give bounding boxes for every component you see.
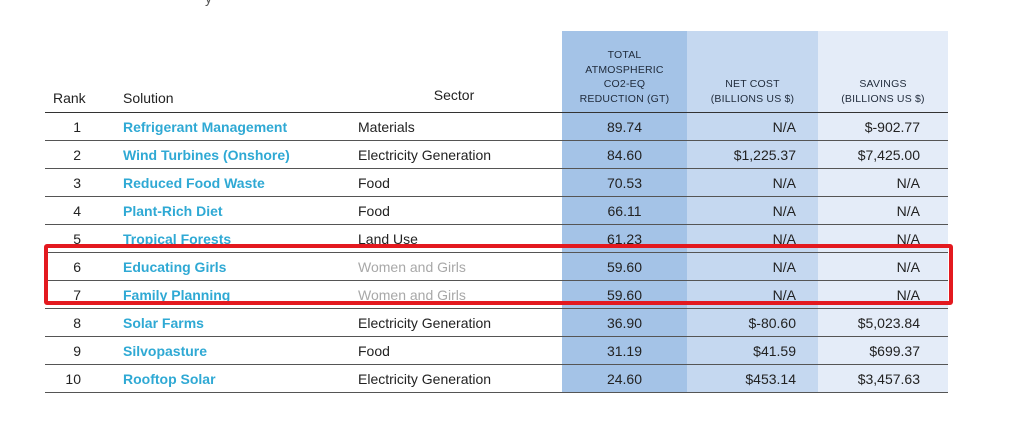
table-header-row: Rank Solution Sector TOTAL ATMOSPHERIC C… — [45, 31, 948, 113]
table-row: 9 Silvopasture Food 31.19 $41.59 $699.37 — [45, 336, 948, 365]
header-savings-line: SAVINGS — [859, 78, 907, 90]
rank-cell: 9 — [45, 336, 93, 365]
solutions-table-container: Rank Solution Sector TOTAL ATMOSPHERIC C… — [45, 31, 948, 393]
sector-cell: Food — [346, 168, 562, 197]
net-cost-cell: N/A — [687, 112, 818, 141]
savings-cell: $5,023.84 — [818, 308, 948, 337]
savings-cell: N/A — [818, 252, 948, 281]
table-row: 10 Rooftop Solar Electricity Generation … — [45, 364, 948, 393]
total-reduction-cell: 89.74 — [562, 112, 687, 141]
net-cost-cell: $453.14 — [687, 364, 818, 393]
header-total-line: REDUCTION (GT) — [579, 92, 670, 105]
net-cost-cell: N/A — [687, 224, 818, 253]
savings-cell: $3,457.63 — [818, 364, 948, 393]
net-cost-cell: $41.59 — [687, 336, 818, 365]
sector-cell: Electricity Generation — [346, 364, 562, 393]
header-total-reduction: TOTAL ATMOSPHERIC CO2-EQ REDUCTION (GT) — [562, 31, 687, 113]
total-reduction-cell: 70.53 — [562, 168, 687, 197]
total-reduction-cell: 36.90 — [562, 308, 687, 337]
savings-cell: N/A — [818, 168, 948, 197]
net-cost-cell: $1,225.37 — [687, 140, 818, 169]
solution-link[interactable]: Educating Girls — [93, 252, 346, 281]
solution-link[interactable]: Reduced Food Waste — [93, 168, 346, 197]
table-row: 2 Wind Turbines (Onshore) Electricity Ge… — [45, 140, 948, 169]
solution-link[interactable]: Wind Turbines (Onshore) — [93, 140, 346, 169]
total-reduction-cell: 59.60 — [562, 252, 687, 281]
savings-cell: $7,425.00 — [818, 140, 948, 169]
sector-cell: Land Use — [346, 224, 562, 253]
rank-cell: 2 — [45, 140, 93, 169]
sector-cell: Electricity Generation — [346, 308, 562, 337]
net-cost-cell: N/A — [687, 168, 818, 197]
table-row: 4 Plant-Rich Diet Food 66.11 N/A N/A — [45, 196, 948, 225]
net-cost-cell: N/A — [687, 196, 818, 225]
solution-link[interactable]: Rooftop Solar — [93, 364, 346, 393]
header-savings-line: (BILLIONS US $) — [841, 92, 925, 105]
header-sector: Sector — [346, 31, 562, 113]
sector-cell: Food — [346, 336, 562, 365]
sector-cell: Women and Girls — [346, 252, 562, 281]
table-row: 3 Reduced Food Waste Food 70.53 N/A N/A — [45, 168, 948, 197]
solution-link[interactable]: Solar Farms — [93, 308, 346, 337]
total-reduction-cell: 84.60 — [562, 140, 687, 169]
table-row: 8 Solar Farms Electricity Generation 36.… — [45, 308, 948, 337]
rank-cell: 7 — [45, 280, 93, 309]
solution-link[interactable]: Family Planning — [93, 280, 346, 309]
total-reduction-cell: 61.23 — [562, 224, 687, 253]
header-total-line: CO2-EQ — [603, 78, 646, 90]
page-text-fragment: y — [205, 0, 212, 6]
total-reduction-cell: 31.19 — [562, 336, 687, 365]
rank-cell: 10 — [45, 364, 93, 393]
savings-cell: N/A — [818, 280, 948, 309]
solutions-table: Rank Solution Sector TOTAL ATMOSPHERIC C… — [45, 31, 948, 393]
table-row-highlighted: 7 Family Planning Women and Girls 59.60 … — [45, 280, 948, 309]
rank-cell: 6 — [45, 252, 93, 281]
header-total-line: ATMOSPHERIC — [585, 63, 664, 76]
header-total-line: TOTAL — [607, 49, 642, 61]
sector-cell: Food — [346, 196, 562, 225]
total-reduction-cell: 66.11 — [562, 196, 687, 225]
solution-link[interactable]: Tropical Forests — [93, 224, 346, 253]
rank-cell: 1 — [45, 112, 93, 141]
total-reduction-cell: 59.60 — [562, 280, 687, 309]
header-net-cost-line: NET COST — [725, 78, 780, 90]
header-solution: Solution — [93, 31, 346, 113]
sector-cell: Women and Girls — [346, 280, 562, 309]
header-rank: Rank — [45, 31, 93, 113]
sector-cell: Materials — [346, 112, 562, 141]
rank-cell: 4 — [45, 196, 93, 225]
table-row-highlighted: 6 Educating Girls Women and Girls 59.60 … — [45, 252, 948, 281]
savings-cell: N/A — [818, 224, 948, 253]
header-net-cost-line: (BILLIONS US $) — [710, 92, 795, 105]
solution-link[interactable]: Silvopasture — [93, 336, 346, 365]
header-savings: SAVINGS (BILLIONS US $) — [818, 31, 948, 113]
savings-cell: $-902.77 — [818, 112, 948, 141]
sector-cell: Electricity Generation — [346, 140, 562, 169]
savings-cell: N/A — [818, 196, 948, 225]
rank-cell: 3 — [45, 168, 93, 197]
table-row: 1 Refrigerant Management Materials 89.74… — [45, 112, 948, 141]
savings-cell: $699.37 — [818, 336, 948, 365]
total-reduction-cell: 24.60 — [562, 364, 687, 393]
table-row: 5 Tropical Forests Land Use 61.23 N/A N/… — [45, 224, 948, 253]
net-cost-cell: N/A — [687, 252, 818, 281]
net-cost-cell: $-80.60 — [687, 308, 818, 337]
solution-link[interactable]: Refrigerant Management — [93, 112, 346, 141]
rank-cell: 8 — [45, 308, 93, 337]
solution-link[interactable]: Plant-Rich Diet — [93, 196, 346, 225]
net-cost-cell: N/A — [687, 280, 818, 309]
rank-cell: 5 — [45, 224, 93, 253]
header-net-cost: NET COST (BILLIONS US $) — [687, 31, 818, 113]
